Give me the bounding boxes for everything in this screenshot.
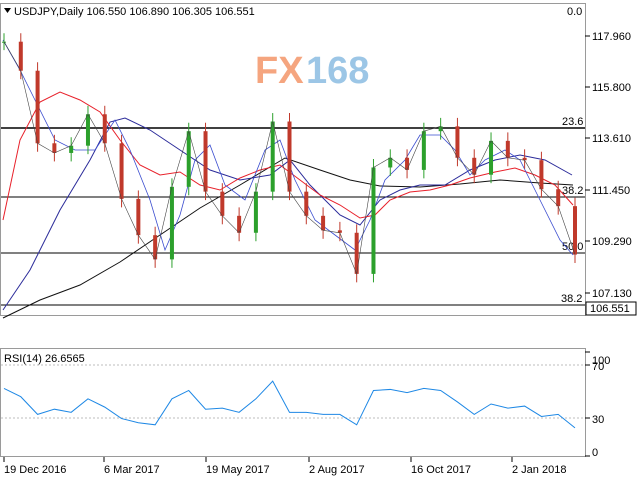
candle-body [573,206,577,255]
price-tick: 107.130 [592,288,632,300]
current-price-box [585,301,637,316]
candle-body [119,143,124,199]
candle-body [136,198,141,236]
fib-label: 38.2 [561,293,582,305]
price-tick: 109.290 [592,236,632,248]
candle-body [421,131,426,170]
candle-body [304,191,309,216]
corner-value: 0.0 [567,6,582,18]
time-tick: 2 Aug 2017 [309,464,365,476]
candle-body [253,191,258,233]
candle-body [237,215,242,233]
moving-average-black [2,157,574,319]
fib-label: 50.0 [562,241,583,253]
candle-body [556,189,561,207]
time-tick: 19 Dec 2016 [4,464,66,476]
fib-label: 23.6 [562,116,583,128]
candle-body [489,140,494,175]
candle-body [35,70,40,144]
price-tick: 117.960 [592,31,631,43]
time-tick: 19 May 2017 [206,464,270,476]
candle-body [505,140,510,158]
candle-body [472,157,477,175]
fx168-watermark: FX 168 [255,50,369,92]
rsi-tick: 70 [592,361,604,373]
price-axis: 117.960 115.800 113.610 111.450 109.290 … [585,31,632,300]
watermark-fx: FX [255,50,304,92]
candle-body [220,191,225,216]
rsi-line [3,380,576,429]
candle-body [153,235,158,260]
price-tick: 113.610 [592,133,631,145]
price-tick: 111.450 [592,185,630,197]
rsi-tick: 30 [592,414,604,426]
price-tick: 115.800 [592,82,631,94]
price-series [2,33,577,283]
candle-body [18,41,23,71]
candle-body [455,126,460,158]
candle-body [438,126,443,132]
triangle-down-icon[interactable] [4,8,11,13]
candle-body [102,114,107,144]
current-price-label: 106.551 [590,303,630,315]
candle-body [85,114,90,146]
rsi-label: RSI(14) 26.6565 [4,353,85,365]
time-tick: 16 Oct 2017 [411,464,471,476]
candle-body [203,131,208,192]
fib-label: 38.2 [562,185,583,197]
rsi-axis: 100 70 30 0 [585,351,610,459]
candle-body [371,167,376,274]
candle-body [539,160,544,190]
rsi-tick: 0 [592,447,598,459]
candle-body [287,121,292,192]
rsi-panel-frame [0,348,586,457]
rsi-series [3,380,576,429]
candle-body [186,131,191,187]
candle-body [388,157,393,168]
candle-body [405,157,410,170]
time-tick: 2 Jan 2018 [512,464,566,476]
price-panel-frame [0,3,586,316]
candle-body [270,121,275,192]
candle-body [337,230,342,233]
candle-body [69,145,74,153]
rsi-tick: 100 [592,355,610,367]
candle-body [522,157,527,161]
symbol-info-line: USDJPY,Daily 106.550 106.890 106.305 106… [14,6,255,18]
time-tick: 6 Mar 2017 [104,464,160,476]
watermark-168: 168 [306,50,369,92]
candle-body [169,186,174,260]
time-axis: 19 Dec 2016 6 Mar 2017 19 May 2017 2 Aug… [3,457,566,476]
price-close-line [3,41,576,275]
candle-body [321,215,326,231]
candle-body [52,143,57,153]
candle-body [354,232,359,274]
